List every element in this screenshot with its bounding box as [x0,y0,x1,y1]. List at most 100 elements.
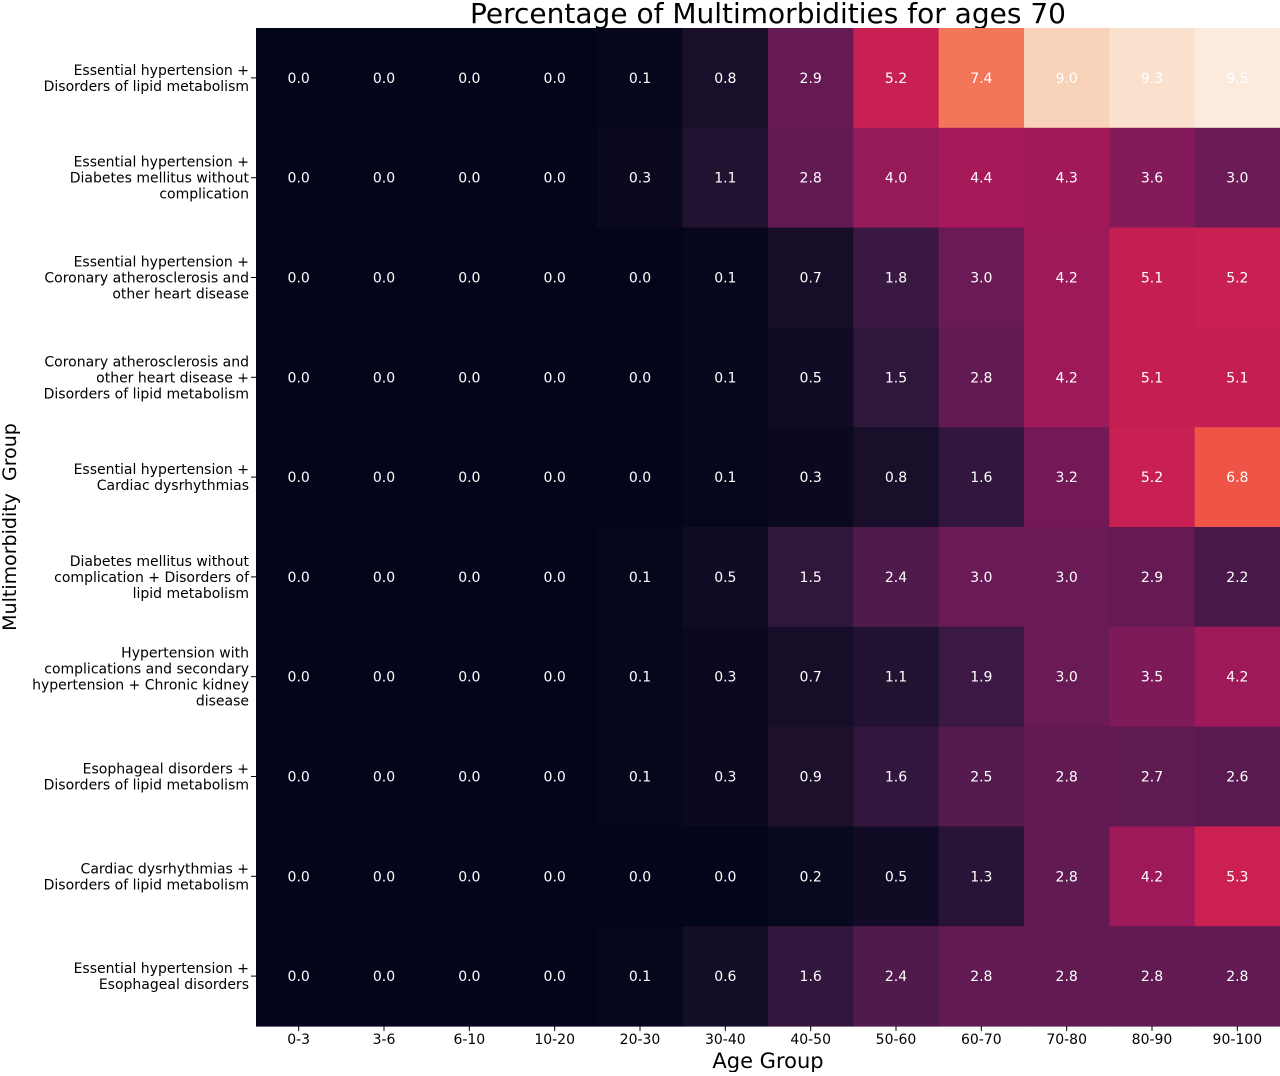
heatmap-cell [597,726,684,827]
cell-value-label: 1.5 [800,570,822,586]
cell-value-label: 4.2 [1226,670,1248,686]
cell-value-label: 0.1 [629,670,651,686]
cell-value-label: 0.0 [288,770,310,786]
heatmap-cell [1194,427,1280,528]
cell-value-label: 2.2 [1226,570,1248,586]
cell-value-label: 3.0 [1226,171,1248,187]
heatmap-cell [768,327,854,428]
x-axis-label: Age Group [712,1049,823,1072]
heatmap-cell [853,327,940,428]
heatmap-cell [1024,227,1110,328]
heatmap-cell [768,726,854,827]
y-tick-label: Essential hypertension + Disorders of lip… [44,63,249,95]
heatmap-cell [1024,527,1110,628]
heatmap-cell [597,227,684,328]
cell-value-label: 2.9 [800,71,822,87]
cell-value-label: 0.0 [544,670,566,686]
heatmap-cell [938,826,1025,927]
cell-value-label: 4.2 [1056,370,1078,386]
cell-value-label: 0.1 [714,271,736,287]
x-tick-label: 70-80 [1046,1032,1087,1048]
heatmap-cell [768,626,854,728]
cell-value-label: 0.1 [629,71,651,87]
heatmap-cell [597,28,684,129]
heatmap-cell [1024,926,1110,1027]
cell-value-label: 1.3 [970,869,992,885]
heatmap-cell [853,826,940,927]
heatmap-cell [1109,826,1196,927]
cell-value-label: 3.0 [970,271,992,287]
cell-value-label: 0.5 [800,370,822,386]
cell-value-label: 0.0 [544,570,566,586]
cell-value-label: 3.2 [1056,470,1078,486]
cell-value-label: 0.1 [629,770,651,786]
heatmap-cell [426,127,513,229]
heatmap-cell [256,127,342,229]
cell-value-label: 4.4 [970,171,992,187]
cell-value-label: 0.0 [629,869,651,885]
heatmap-cell [341,227,428,328]
cell-value-label: 0.0 [458,969,480,985]
cell-value-label: 0.5 [885,869,907,885]
cell-value-label: 0.0 [373,770,395,786]
x-tick-label: 3-6 [373,1032,396,1048]
cell-value-label: 1.5 [885,370,907,386]
cell-value-label: 0.0 [373,570,395,586]
cell-value-label: 0.5 [714,570,736,586]
cell-value-label: 0.0 [288,271,310,287]
cell-value-label: 0.0 [629,470,651,486]
heatmap-cell [682,626,769,728]
x-tick-label: 50-60 [876,1032,917,1048]
cell-value-label: 0.9 [800,770,822,786]
cell-value-label: 0.1 [714,470,736,486]
heatmap-cell [256,227,342,328]
y-tick-label: Esophageal disorders + Disorders of lipid… [44,762,249,794]
y-axis-label: Multimorbidity Group [0,423,21,631]
heatmap-cell [341,527,428,628]
cell-value-label: 5.2 [1141,470,1163,486]
cell-value-label: 5.2 [885,71,907,87]
cell-value-label: 2.8 [970,370,992,386]
cell-value-label: 2.8 [1141,969,1163,985]
cell-value-label: 7.4 [970,71,992,87]
cell-value-label: 2.4 [885,570,907,586]
heatmap-cell [682,127,769,229]
y-tick-label: Essential hypertension + Diabetes mellitu… [70,155,250,203]
heatmap-cell [341,726,428,827]
heatmap-cell [1194,28,1280,129]
heatmap-cell [512,427,598,528]
heatmap-cell [1024,127,1110,229]
cell-value-label: 0.0 [714,869,736,885]
cell-value-label: 0.0 [544,969,566,985]
heatmap-cell [682,427,769,528]
cell-value-label: 0.0 [544,171,566,187]
cell-value-label: 1.9 [970,670,992,686]
heatmap-cell [426,826,513,927]
heatmap-cell [341,127,428,229]
heatmap-cell [853,527,940,628]
cell-value-label: 4.2 [1141,869,1163,885]
heatmap-cell [1024,626,1110,728]
heatmap-cell [512,826,598,927]
cell-value-label: 0.3 [800,470,822,486]
cell-value-label: 0.8 [885,470,907,486]
heatmap-cell [1109,626,1196,728]
heatmap-cell [853,28,940,129]
heatmap-cell [512,127,598,229]
cell-value-label: 0.0 [288,869,310,885]
cell-value-label: 3.0 [970,570,992,586]
cell-value-label: 0.0 [373,71,395,87]
heatmap-cell [256,726,342,827]
heatmap-cell [682,726,769,827]
cell-value-label: 2.8 [1056,869,1078,885]
chart-title: Percentage of Multimorbidities for ages … [470,0,1066,30]
heatmap-cell [1109,427,1196,528]
heatmap-cell [512,327,598,428]
heatmap-cell [938,127,1025,229]
heatmap-cell [512,926,598,1027]
cell-value-label: 0.0 [288,370,310,386]
heatmap-cell [341,826,428,927]
cell-value-label: 0.3 [714,770,736,786]
